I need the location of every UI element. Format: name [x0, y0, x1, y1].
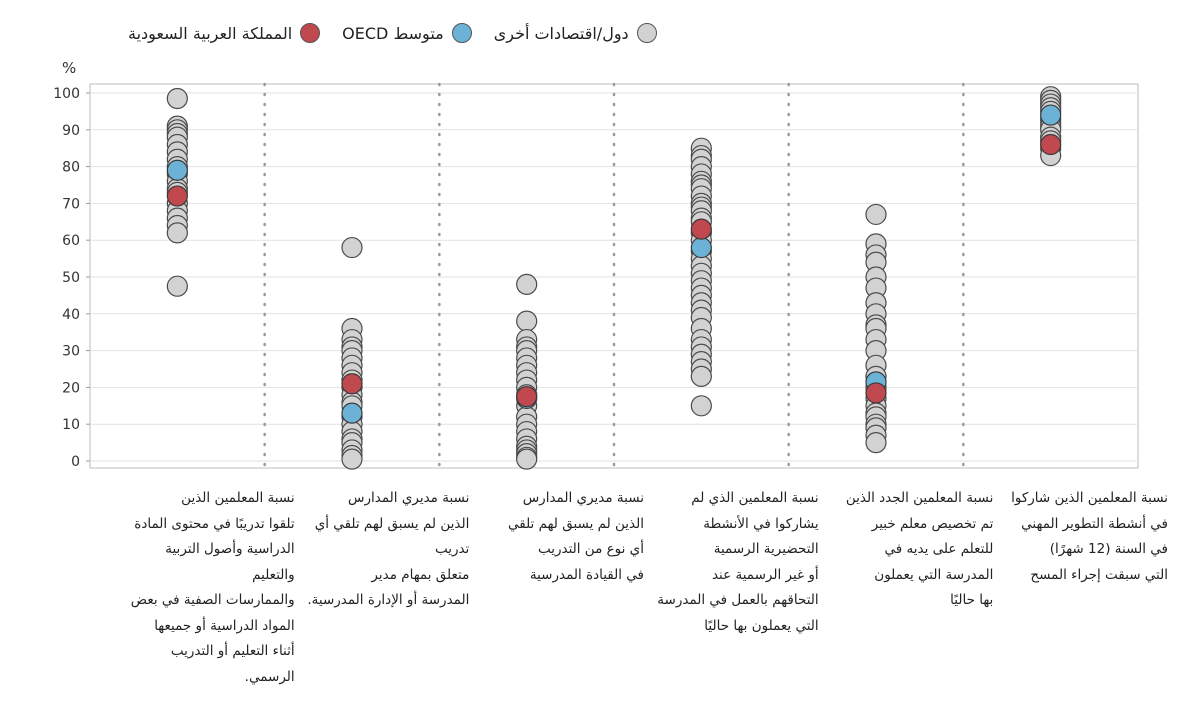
legend-item-oecd: متوسط OECD: [342, 23, 472, 43]
other-country-point: [690, 365, 712, 387]
y-tick-label: 70: [62, 196, 80, 212]
x-category-label: نسبة المعلمين الذين شاركوا في أنشطة التطو…: [998, 486, 1168, 588]
other-country-point: [516, 448, 538, 470]
legend-others-marker: [636, 23, 657, 43]
x-category-label-line: الذين لم يسبق لهم تلقي أي: [314, 515, 470, 532]
x-category-label-line: نسبة المعلمين الذي لم: [691, 490, 819, 506]
y-tick-label: 10: [62, 417, 80, 433]
x-category-label-line: بها حاليًا: [950, 592, 994, 608]
saudi-arabia-point: [865, 382, 887, 404]
x-category-label-line: أثناء التعليم أو التدريب الرسمي.: [170, 643, 295, 685]
oecd-average-point: [1040, 104, 1062, 126]
y-tick-label: 40: [62, 307, 80, 323]
legend-others-label: دول/اقتصادات أخرى: [493, 23, 629, 43]
x-category-label-line: الذين لم يسبق لهم تلقي: [507, 515, 644, 532]
legend-item-others: دول/اقتصادات أخرى: [494, 23, 657, 43]
saudi-arabia-point: [166, 185, 188, 207]
other-country-point: [690, 395, 712, 417]
legend-oecd-label: متوسط OECD: [342, 23, 444, 43]
x-category-label-line: التي سبقت إجراء المسح: [1030, 566, 1168, 583]
oecd-average-point: [341, 402, 363, 424]
x-category-label-line: نسبة المعلمين الجدد الذين: [845, 490, 994, 506]
x-category-label-line: نسبة المعلمين الذين: [181, 490, 295, 506]
oecd-average-point: [166, 159, 188, 181]
y-tick-label: 80: [62, 160, 80, 176]
y-tick-label: 30: [62, 344, 80, 360]
other-country-point: [166, 87, 188, 110]
x-category-label-line: للتعلم على يديه في: [884, 541, 994, 557]
saudi-arabia-point: [690, 218, 712, 240]
x-category-label: نسبة المعلمين الذين تلقوا تدريبًا في محتو…: [125, 486, 295, 690]
x-category-label-line: تم تخصيص معلم خبير: [871, 515, 994, 532]
x-category-label-line: نسبة مديري المدارس: [348, 490, 470, 506]
other-country-point: [865, 432, 887, 454]
x-category-label-line: أي نوع من التدريب: [537, 541, 644, 557]
x-category-label-line: التي يعملون بها حاليًا: [704, 617, 819, 634]
other-country-point: [341, 448, 363, 470]
x-category-label-line: في القيادة المدرسية: [529, 566, 644, 583]
x-category-label-line: متعلق بمهام مدير: [371, 566, 470, 583]
x-category-label-line: المدرسة أو الإدارة المدرسية.: [307, 592, 470, 608]
y-unit-label: %: [62, 59, 76, 77]
x-category-label: نسبة مديري المدارس الذين لم يسبق لهم تلقي…: [299, 486, 469, 614]
y-tick-label: 60: [62, 233, 80, 249]
saudi-arabia-point: [516, 386, 538, 408]
x-category-label: نسبة مديري المدارس الذين لم يسبق لهم تلقي…: [474, 486, 644, 588]
legend-item-saudi: المملكة العربية السعودية: [128, 23, 321, 43]
x-category-label-line: تدريب: [434, 541, 470, 557]
legend-oecd-marker: [451, 23, 472, 43]
oecd-average-point: [690, 236, 712, 259]
x-category-label-line: في أنشطة التطوير المهني: [1021, 515, 1168, 532]
other-country-point: [516, 273, 538, 295]
x-category-label-line: يشاركوا في الأنشطة: [703, 515, 819, 532]
x-category-label-line: نسبة مديري المدارس: [522, 490, 644, 506]
y-tick-label: 0: [71, 454, 80, 470]
x-category-label-line: الدراسية وأصول التربية والتعليم: [165, 541, 295, 583]
x-category-label: نسبة المعلمين الذي لم يشاركوا في الأنشطة ا…: [649, 486, 819, 639]
x-category-label-line: التحاقهم بالعمل في المدرسة: [657, 592, 819, 608]
x-category-label-line: المدرسة التي يعملون: [874, 566, 994, 583]
x-category-label-line: أو غير الرسمية عند: [711, 566, 819, 583]
x-category-label-line: المواد الدراسية أو جميعها: [154, 617, 295, 634]
other-country-point: [516, 310, 538, 332]
chart-legend: المملكة العربية السعودية متوسط OECD دول/…: [128, 16, 788, 50]
y-tick-label: 50: [62, 270, 80, 286]
y-tick-label: 100: [53, 86, 80, 102]
legend-saudi-label: المملكة العربية السعودية: [128, 23, 293, 43]
x-category-label-line: والممارسات الصفية في بعض: [130, 592, 295, 608]
other-country-point: [865, 203, 887, 226]
y-tick-label: 90: [62, 123, 80, 139]
x-category-label-line: في السنة (12 شهرًا): [1049, 541, 1168, 557]
x-category-label-line: التحضيرية الرسمية: [713, 541, 819, 557]
y-tick-label: 20: [62, 380, 80, 396]
x-category-label: نسبة المعلمين الجدد الذين تم تخصيص معلم خ…: [823, 486, 993, 614]
saudi-arabia-point: [341, 373, 363, 395]
x-category-label-line: تلقوا تدريبًا في محتوى المادة: [134, 515, 295, 532]
other-country-point: [166, 275, 188, 297]
saudi-arabia-point: [1040, 133, 1062, 156]
x-category-label-line: نسبة المعلمين الذين شاركوا: [1011, 490, 1168, 506]
other-country-point: [166, 222, 188, 244]
other-country-point: [341, 236, 363, 259]
legend-saudi-marker: [300, 23, 321, 43]
